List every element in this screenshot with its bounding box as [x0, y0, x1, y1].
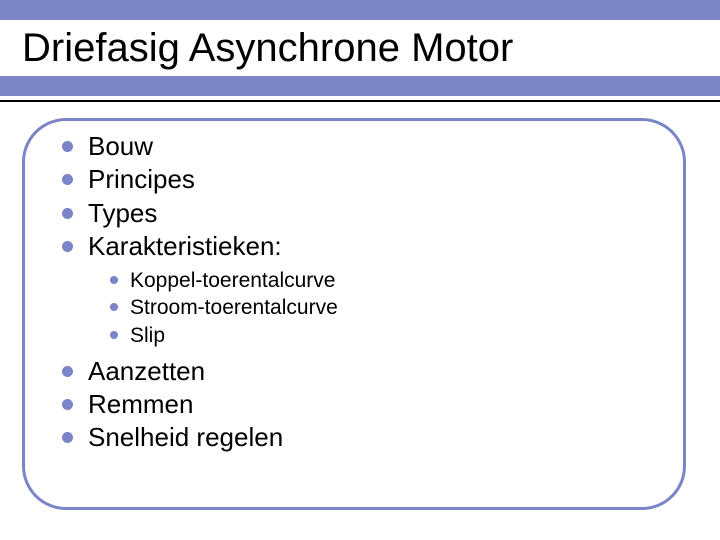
- list-item-label: Principes: [88, 164, 195, 194]
- sub-bullet-list: Koppel-toerentalcurve Stroom-toerentalcu…: [88, 267, 660, 349]
- list-item-label: Karakteristieken:: [88, 231, 282, 261]
- list-item-label: Slip: [130, 324, 165, 347]
- list-item: Aanzetten: [60, 355, 660, 388]
- list-item-label: Aanzetten: [88, 356, 205, 386]
- top-accent-band: [0, 0, 720, 20]
- slide-title: Driefasig Asynchrone Motor: [0, 20, 720, 80]
- list-item: Bouw: [60, 130, 660, 163]
- title-underline-thick: [0, 76, 720, 96]
- list-item: Remmen: [60, 388, 660, 421]
- list-item-label: Koppel-toerentalcurve: [130, 269, 335, 292]
- bullet-list: Bouw Principes Types Karakteristieken: K…: [60, 130, 660, 455]
- list-item-label: Types: [88, 198, 157, 228]
- content-area: Bouw Principes Types Karakteristieken: K…: [60, 130, 660, 455]
- list-item-label: Snelheid regelen: [88, 422, 283, 452]
- list-item: Principes: [60, 163, 660, 196]
- list-item: Types: [60, 197, 660, 230]
- title-row: Driefasig Asynchrone Motor: [0, 20, 720, 80]
- title-underline-thin: [0, 100, 720, 102]
- slide: Driefasig Asynchrone Motor Bouw Principe…: [0, 0, 720, 540]
- list-item-label: Bouw: [88, 131, 153, 161]
- list-item: Karakteristieken: Koppel-toerentalcurve …: [60, 230, 660, 349]
- list-item: Slip: [108, 322, 660, 349]
- list-item-label: Remmen: [88, 389, 193, 419]
- list-item: Snelheid regelen: [60, 421, 660, 454]
- list-item-label: Stroom-toerentalcurve: [130, 296, 338, 319]
- list-item: Stroom-toerentalcurve: [108, 294, 660, 321]
- list-item: Koppel-toerentalcurve: [108, 267, 660, 294]
